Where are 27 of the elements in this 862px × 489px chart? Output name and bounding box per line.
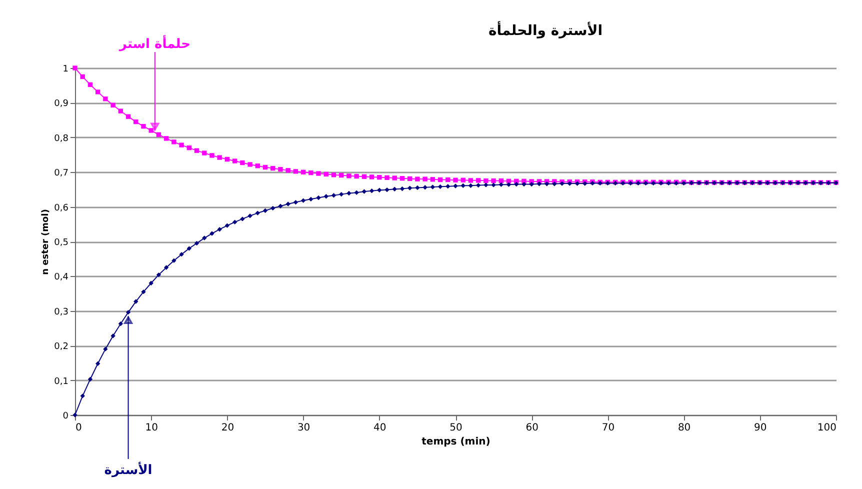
x-tick-label: 50 — [450, 422, 462, 434]
x-tick-label: 60 — [526, 422, 538, 434]
x-tick-label: 100 — [817, 422, 836, 434]
chart-title: الأسترة والحلمأة — [488, 21, 603, 39]
y-tick-label: 0,6 — [54, 203, 69, 214]
y-tick-label: 0,8 — [54, 134, 69, 144]
x-axis-title: temps (min) — [422, 436, 490, 448]
x-tick-label: 40 — [374, 422, 386, 434]
annotation: حلمأة استر — [118, 35, 190, 52]
y-tick-label: 0,2 — [54, 342, 68, 352]
x-tick-label: 10 — [145, 422, 158, 434]
y-tick-label: 0,9 — [54, 99, 69, 110]
y-tick-label: 0,1 — [54, 376, 68, 387]
x-tick-label: 20 — [221, 422, 234, 434]
x-tick-label: 90 — [754, 422, 767, 434]
y-tick-label: 1 — [62, 64, 68, 74]
x-tick-label: 30 — [297, 422, 310, 434]
x-tick-label: 70 — [602, 422, 615, 434]
x-tick-label: 0 — [76, 422, 82, 434]
y-tick-label: 0,3 — [54, 307, 68, 318]
y-tick-label: 0,7 — [54, 168, 68, 179]
y-tick-label: 0,4 — [54, 272, 69, 283]
y-tick-label: 0 — [62, 412, 69, 422]
y-tick-label: 0,5 — [54, 238, 68, 248]
x-tick-label: 80 — [678, 422, 691, 434]
y-axis-title: n ester (mol) — [41, 209, 52, 275]
annotation: الأسترة — [104, 461, 152, 478]
